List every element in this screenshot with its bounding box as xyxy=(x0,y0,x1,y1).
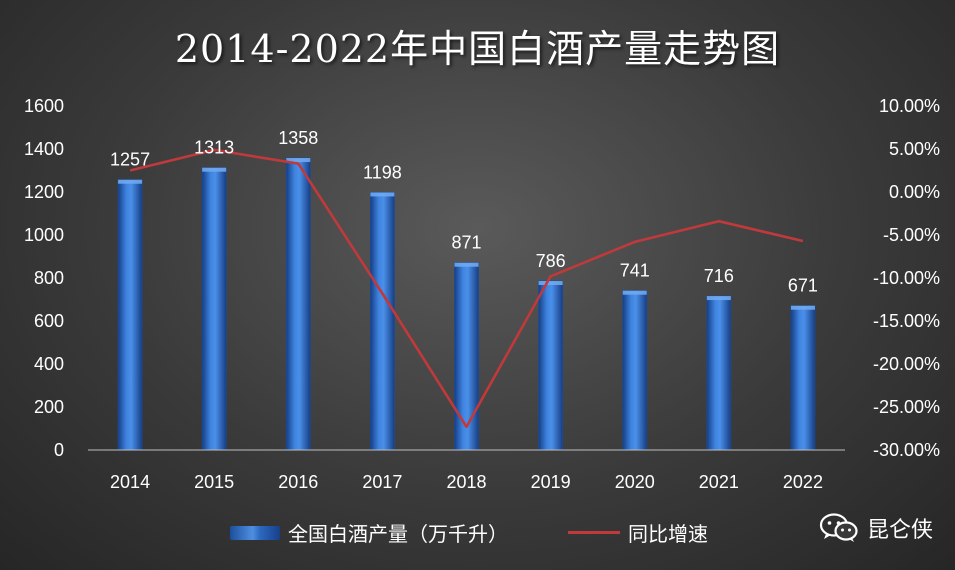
bar-value-label: 1257 xyxy=(110,150,150,170)
y-right-tick-label: 5.00% xyxy=(889,139,940,159)
bar-cap xyxy=(622,290,647,295)
y-left-tick-label: 200 xyxy=(34,397,64,417)
bar-cap xyxy=(454,262,479,267)
y-right-tick-label: -15.00% xyxy=(873,311,940,331)
bar-body xyxy=(285,157,311,451)
bar-2022 xyxy=(790,305,816,451)
x-tick-label: 2021 xyxy=(699,472,739,492)
bar-2016 xyxy=(285,157,311,451)
y-left-tick-label: 600 xyxy=(34,311,64,331)
legend-production-label: 全国白酒产量（万千升） xyxy=(288,522,508,546)
y-left-tick-label: 800 xyxy=(34,268,64,288)
x-tick-label: 2020 xyxy=(615,472,655,492)
y-right-tick-label: -30.00% xyxy=(873,440,940,460)
bar-cap xyxy=(706,296,731,301)
bar-2020 xyxy=(622,290,648,451)
bar-body xyxy=(454,262,479,451)
bar-value-label: 1313 xyxy=(194,138,234,158)
x-tick-label: 2015 xyxy=(194,472,234,492)
legend-line-swatch xyxy=(568,531,620,534)
y-right-tick-label: 0.00% xyxy=(889,182,940,202)
y-right-tick-label: -10.00% xyxy=(873,268,940,288)
bar-body xyxy=(622,290,648,451)
growth-line-layer xyxy=(129,148,804,429)
y-right-tick-label: 10.00% xyxy=(879,96,940,116)
x-tick-label: 2014 xyxy=(110,472,150,492)
y-left-tick-label: 0 xyxy=(54,440,64,460)
bar-2015 xyxy=(201,167,227,451)
legend-growth-label: 同比增速 xyxy=(628,522,708,546)
legend-item-growth: 同比增速 xyxy=(568,518,708,547)
wechat-icon xyxy=(819,513,858,542)
bars-layer xyxy=(117,157,816,451)
bar-cap xyxy=(202,167,227,172)
y-right-tick-label: -5.00% xyxy=(883,225,940,245)
bar-value-label: 1358 xyxy=(278,128,318,148)
bar-body xyxy=(201,167,227,451)
labels-layer: 1257 1313 1358 1198 871 786 741 716 671 xyxy=(110,128,818,296)
bar-value-label: 1198 xyxy=(363,162,402,182)
legend-bar-swatch xyxy=(230,525,280,540)
y-left-tick-label: 1400 xyxy=(24,139,64,159)
x-tick-label: 2022 xyxy=(783,472,823,492)
x-tick-label: 2018 xyxy=(446,472,486,492)
watermark: 昆仑侠 xyxy=(819,512,933,544)
axes-layer: 0 200 400 600 800 1000 1200 1400 1600 -30.00% -25.… xyxy=(24,96,940,492)
bar-2019 xyxy=(538,280,564,451)
bar-2014 xyxy=(117,179,143,451)
y-right-tick-label: -25.00% xyxy=(873,397,940,417)
y-right-tick-label: -20.00% xyxy=(873,354,940,374)
bar-cap xyxy=(286,158,311,163)
x-tick-label: 2017 xyxy=(362,472,402,492)
bar-value-label: 671 xyxy=(788,276,818,296)
bar-cap xyxy=(790,305,815,310)
legend: 全国白酒产量（万千升） 同比增速 xyxy=(230,518,768,547)
bar-2018 xyxy=(454,262,479,451)
y-left-tick-label: 1200 xyxy=(24,182,64,202)
bar-body xyxy=(117,179,143,451)
y-left-tick-label: 1000 xyxy=(24,225,64,245)
watermark-text: 昆仑侠 xyxy=(866,518,933,543)
bar-body xyxy=(790,305,816,451)
legend-item-production: 全国白酒产量（万千升） xyxy=(230,518,508,547)
x-tick-label: 2016 xyxy=(278,472,318,492)
bar-value-label: 741 xyxy=(620,261,650,281)
y-left-tick-label: 1600 xyxy=(24,96,64,116)
bar-cap xyxy=(370,192,395,197)
bar-value-label: 716 xyxy=(704,266,734,286)
bar-2021 xyxy=(706,295,732,451)
y-left-tick-label: 400 xyxy=(34,354,64,374)
x-tick-label: 2019 xyxy=(531,472,571,492)
bar-value-label: 871 xyxy=(451,233,481,253)
bar-body xyxy=(369,192,395,451)
bar-cap xyxy=(538,281,563,286)
bar-body xyxy=(538,280,564,451)
chart-title: 2014-2022年中国白酒产量走势图 xyxy=(174,27,781,71)
bar-cap xyxy=(118,179,143,184)
bar-body xyxy=(706,295,732,451)
bar-value-label: 786 xyxy=(536,251,566,271)
bar-2017 xyxy=(369,192,395,451)
